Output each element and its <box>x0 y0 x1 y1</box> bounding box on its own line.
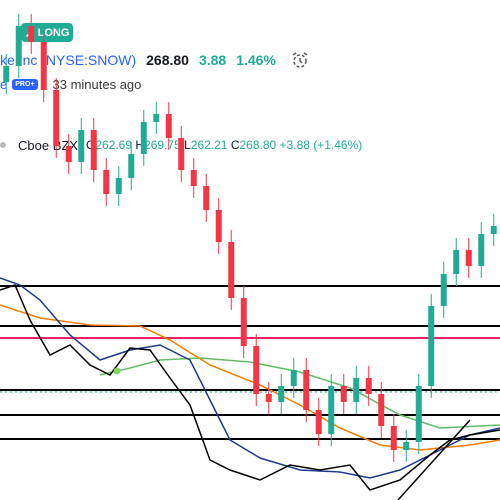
candle-body <box>28 26 35 42</box>
ma-orange-line <box>0 304 500 451</box>
ma-black-line <box>0 284 500 491</box>
candle-body <box>115 178 122 194</box>
candles <box>3 14 497 462</box>
candle-body <box>278 386 285 402</box>
candle-body <box>3 66 10 82</box>
low-key: L <box>184 138 191 152</box>
candle-body <box>378 394 385 426</box>
candle-body <box>165 114 172 138</box>
candle-body <box>303 370 310 410</box>
candle-body <box>453 250 460 274</box>
symbol-row: ke Inc (NYSE:SNOW) 268.80 3.88 1.46% <box>0 50 310 70</box>
candle-body <box>253 346 260 394</box>
candle-body <box>228 242 235 298</box>
candle-body <box>365 378 372 394</box>
candle-body <box>415 386 422 442</box>
candle-body <box>403 442 410 450</box>
publisher-name[interactable]: e <box>0 76 8 92</box>
collapse-dot-icon[interactable] <box>0 142 6 148</box>
candle-body <box>153 114 160 122</box>
ohlc-legend: Cboe BZX O 262.69 H 269.75 L 262.21 C 268.80… <box>0 137 362 153</box>
candle-body <box>65 146 72 162</box>
signal-label: LONG <box>37 26 70 39</box>
candle-body <box>353 378 360 402</box>
candle-body <box>215 210 222 242</box>
candle-body <box>340 386 347 402</box>
candle-body <box>203 186 210 210</box>
high-key: H <box>135 138 145 152</box>
ma-green-line <box>99 357 500 429</box>
candle-body <box>265 394 272 402</box>
open-value: 262.69 <box>95 138 133 152</box>
candle-body <box>328 386 335 434</box>
candle-body <box>315 410 322 434</box>
candle-body <box>178 138 185 170</box>
price-change-percent: 1.46% <box>236 52 276 68</box>
close-key: C <box>230 138 240 152</box>
pro-plus-badge: PRO+ <box>12 78 38 90</box>
candle-body <box>440 274 447 306</box>
candle-body <box>428 306 435 386</box>
alarm-clock-icon[interactable] <box>290 50 310 70</box>
trend-line <box>397 419 471 500</box>
last-price: 268.80 <box>146 52 189 68</box>
high-value: 269.75 <box>144 138 181 152</box>
candle-body <box>103 170 110 194</box>
open-key: O <box>85 138 96 152</box>
published-time: 33 minutes ago <box>52 76 142 92</box>
candle-body <box>240 298 247 346</box>
candle-body <box>140 122 147 154</box>
ma-blue-line <box>0 277 500 479</box>
candle-body <box>390 426 397 450</box>
candle-body <box>465 250 472 266</box>
candle-body <box>290 370 297 386</box>
symbol-header: ↗ LONG ke Inc (NYSE:SNOW) 268.80 3.88 1.… <box>0 0 500 108</box>
ohlc-change: +3.88 (+1.46%) <box>279 138 363 152</box>
candle-body <box>90 130 97 170</box>
candle-body <box>78 130 85 162</box>
candle-body <box>490 226 497 234</box>
data-source: Cboe BZX <box>18 137 78 153</box>
symbol-name-link[interactable]: ke Inc (NYSE:SNOW) <box>0 52 137 68</box>
candle-body <box>190 170 197 186</box>
close-value: 268.80 <box>239 138 277 152</box>
candle-body <box>478 234 485 266</box>
candle-body <box>15 26 22 66</box>
signal-dot <box>113 367 121 375</box>
publisher-row: e PRO+ 33 minutes ago <box>0 75 141 93</box>
low-value: 262.21 <box>190 138 228 152</box>
candle-body <box>40 42 47 90</box>
candle-body <box>128 154 135 178</box>
candle-body <box>53 90 60 146</box>
price-change: 3.88 <box>198 52 227 68</box>
